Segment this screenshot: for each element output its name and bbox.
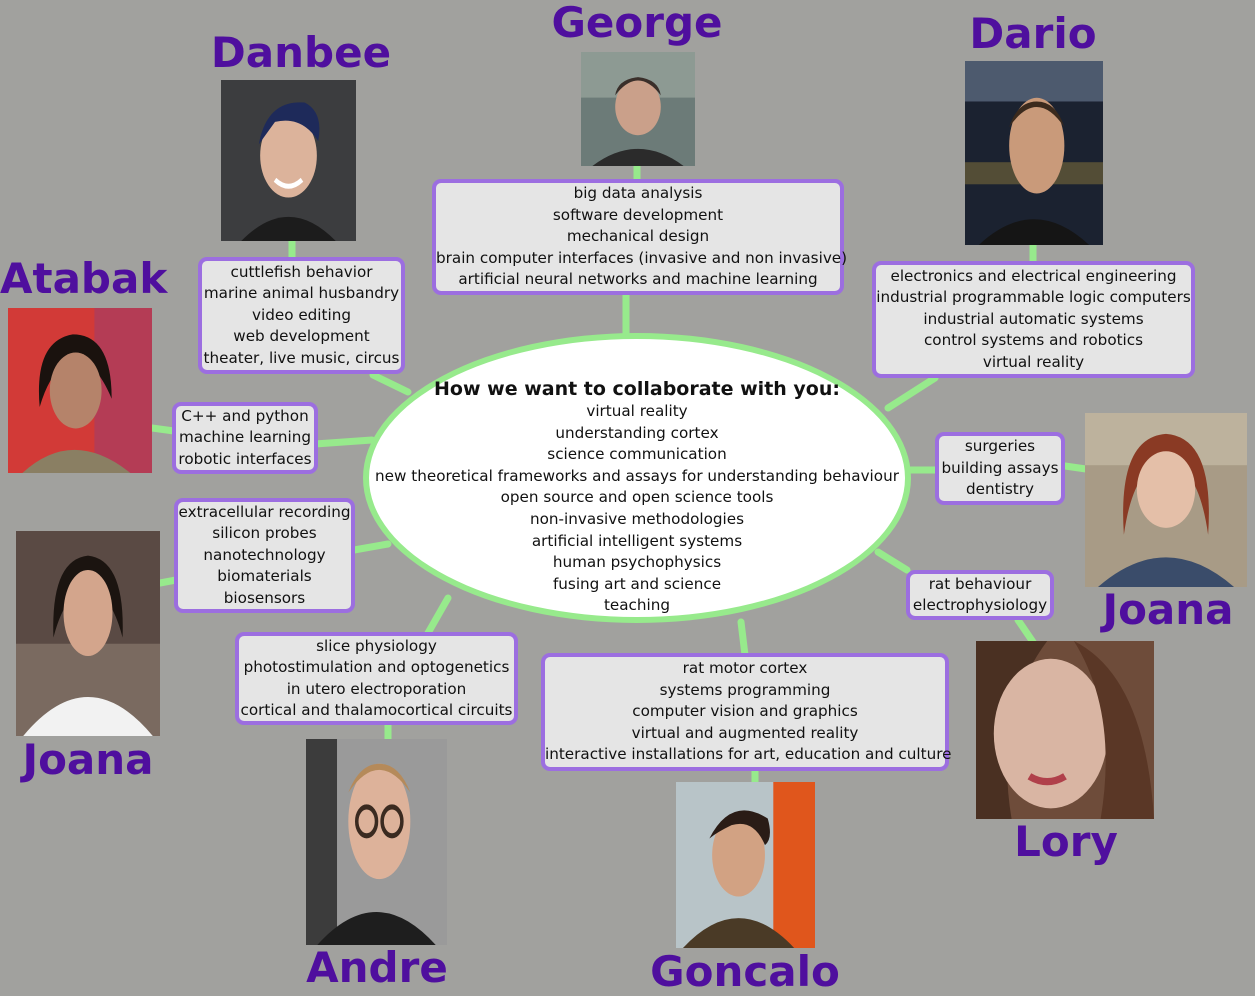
skill-item: mechanical design — [566, 227, 710, 246]
skill-item: artificial neural networks and machine l… — [458, 270, 818, 289]
photo-joana-left — [16, 531, 160, 736]
name-lory: Lory — [1014, 817, 1118, 866]
skill-item: machine learning — [178, 428, 312, 447]
skill-item: control systems and robotics — [923, 331, 1144, 350]
skill-item: in utero electroporation — [286, 679, 467, 698]
connector-dario-center — [884, 374, 939, 412]
skill-item: extracellular recording — [178, 502, 351, 521]
skill-item: building assays — [941, 458, 1059, 477]
photo-lory — [976, 641, 1154, 819]
connector-andre-center — [424, 594, 452, 637]
photo-goncalo — [676, 782, 815, 948]
name-danbee: Danbee — [210, 28, 392, 77]
connector-atabak-center — [311, 436, 376, 448]
skills-box-danbee: cuttlefish behavior marine animal husban… — [198, 257, 405, 374]
skill-item: video editing — [252, 305, 351, 324]
collaboration-item: new theoretical frameworks and assays fo… — [375, 466, 899, 485]
skills-box-lory: rat behaviour electrophysiology — [906, 570, 1054, 620]
skill-item: slice physiology — [316, 636, 437, 655]
collaboration-item: fusing art and science — [552, 574, 722, 593]
photo-danbee — [221, 80, 356, 241]
collaboration-item: non-invasive methodologies — [529, 509, 745, 528]
skill-item: marine animal husbandry — [203, 284, 400, 303]
connector-joana-left-center — [350, 540, 392, 554]
skill-item: cuttlefish behavior — [230, 262, 373, 281]
skill-item: dentistry — [966, 480, 1034, 499]
skill-item: electrophysiology — [912, 596, 1048, 614]
skill-item: cortical and thalamocortical circuits — [240, 701, 513, 719]
collaboration-item: virtual reality — [586, 402, 688, 420]
connector-lory-center — [874, 548, 911, 574]
skill-item: biomaterials — [217, 567, 312, 586]
skills-box-joana-left: extracellular recording silicon probes n… — [174, 498, 355, 613]
skill-item: electronics and electrical engineering — [890, 266, 1177, 285]
skill-item: virtual reality — [982, 352, 1085, 371]
name-atabak: Atabak — [0, 254, 168, 303]
connector-danbee-center — [369, 371, 412, 396]
photo-george — [581, 52, 695, 166]
name-george: George — [551, 0, 723, 47]
collaboration-item: artificial intelligent systems — [531, 531, 743, 550]
name-dario: Dario — [969, 9, 1097, 58]
skill-item: industrial programmable logic computers — [876, 288, 1191, 307]
skill-item: interactive installations for art, educa… — [545, 745, 952, 764]
skill-item: theater, live music, circus — [203, 348, 400, 367]
connector-goncalo-center — [737, 618, 749, 659]
skills-box-goncalo: rat motor cortex systems programming com… — [541, 653, 952, 771]
photo-andre — [306, 739, 447, 945]
name-goncalo: Goncalo — [650, 947, 840, 996]
collaboration-item: science communication — [547, 445, 727, 464]
skill-item: web development — [233, 327, 370, 346]
connector-joana-right — [1061, 462, 1090, 473]
skill-item: robotic interfaces — [178, 449, 312, 468]
skill-item: computer vision and graphics — [632, 702, 858, 721]
skill-item: big data analysis — [573, 184, 703, 203]
skill-item: nanotechnology — [203, 545, 326, 564]
collaboration-ellipse: How we want to collaborate with you: vir… — [363, 333, 911, 623]
skill-item: C++ and python — [181, 406, 309, 425]
collaboration-title: How we want to collaborate with you: — [434, 378, 840, 400]
photo-dario — [965, 61, 1103, 245]
skill-item: rat behaviour — [928, 574, 1032, 593]
skills-box-atabak: C++ and python machine learning robotic … — [172, 402, 318, 474]
skill-item: biosensors — [223, 588, 306, 607]
skill-item: systems programming — [659, 680, 831, 699]
name-joana-right: Joana — [1102, 585, 1234, 634]
collaboration-item: teaching — [603, 596, 671, 615]
collaboration-item: understanding cortex — [555, 423, 719, 442]
skills-box-joana-right: surgeries building assays dentistry — [935, 432, 1065, 505]
skills-box-dario: electronics and electrical engineering i… — [872, 261, 1195, 378]
skill-item: brain computer interfaces (invasive and … — [436, 248, 848, 267]
collaboration-item: human psychophysics — [552, 553, 722, 572]
skill-item: virtual and augmented reality — [631, 723, 859, 742]
skill-item: industrial automatic systems — [923, 309, 1144, 328]
photo-joana-right — [1085, 413, 1247, 587]
skills-box-andre: slice physiology photostimulation and op… — [235, 632, 518, 725]
connector-atabak — [148, 424, 178, 435]
photo-atabak — [8, 308, 152, 473]
skill-item: surgeries — [964, 437, 1036, 456]
skill-item: silicon probes — [212, 524, 317, 543]
skill-item: rat motor cortex — [682, 659, 808, 678]
skill-item: software development — [552, 205, 724, 224]
connector-joana-left — [156, 576, 180, 587]
collaboration-item: open source and open science tools — [500, 488, 774, 507]
name-joana-left: Joana — [22, 735, 154, 784]
skills-box-george: big data analysis software development m… — [432, 179, 848, 295]
name-andre: Andre — [306, 943, 448, 992]
skill-item: photostimulation and optogenetics — [243, 658, 510, 676]
connector-lory — [1014, 616, 1037, 646]
